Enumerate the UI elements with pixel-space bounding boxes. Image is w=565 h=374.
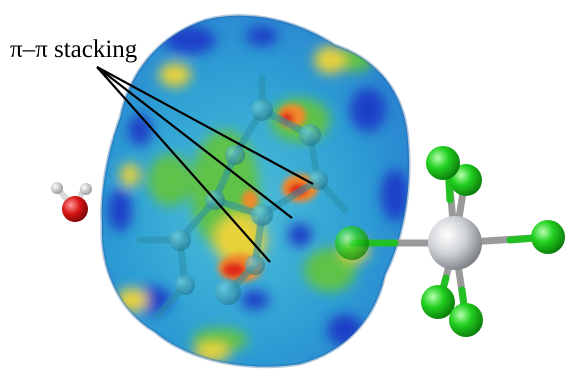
- octahedral-anion-icon: [335, 146, 565, 337]
- water-molecule-icon: [51, 182, 92, 222]
- pi-stacking-label: π–π stacking: [10, 36, 138, 63]
- hirshfeld-surface-icon: [100, 14, 411, 369]
- pi-stacking-pointer-lines: [96, 66, 314, 263]
